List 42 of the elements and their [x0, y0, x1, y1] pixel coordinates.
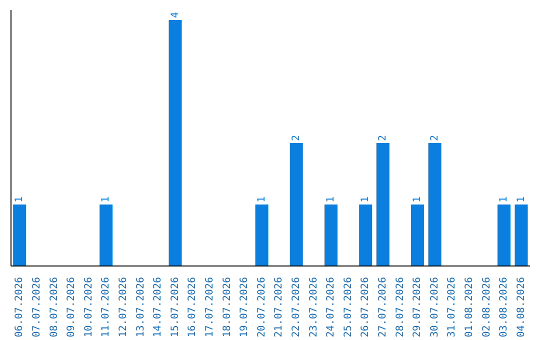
x-tick-label: 15.07.2026	[170, 277, 181, 338]
x-tick-label: 16.07.2026	[187, 277, 198, 338]
x-tick-label: 06.07.2026	[14, 277, 26, 338]
data-label: 1	[256, 196, 268, 202]
x-tick-label: 17.07.2026	[204, 277, 216, 338]
x-tick-label: 23.07.2026	[308, 277, 320, 338]
data-label: 1	[100, 196, 112, 202]
x-tick-label: 21.07.2026	[274, 277, 285, 338]
x-tick-label: 01.08.2026	[464, 277, 475, 338]
data-label: 1	[360, 196, 372, 202]
x-tick-label: 26.07.2026	[360, 277, 372, 338]
x-tick-label: 04.08.2026	[516, 277, 527, 338]
x-tick-label: 25.07.2026	[342, 277, 354, 338]
x-tick-label: 31.07.2026	[446, 277, 458, 338]
x-tick-label: 29.07.2026	[412, 277, 424, 338]
x-tick-label: 02.08.2026	[481, 277, 492, 338]
x-tick-label: 20.07.2026	[256, 277, 268, 338]
data-label: 2	[290, 134, 302, 141]
x-tick-label: 11.07.2026	[100, 277, 112, 338]
x-tick-label: 09.07.2026	[66, 277, 78, 338]
data-label: 1	[325, 196, 336, 202]
x-tick-label: 28.07.2026	[394, 277, 406, 338]
data-label: 1	[498, 196, 510, 202]
x-tick-label: 07.07.2026	[31, 277, 42, 338]
data-label: 1	[412, 196, 423, 202]
data-label: 2	[429, 134, 440, 141]
x-tick-label: 22.07.2026	[290, 277, 302, 338]
data-label: 1	[14, 196, 26, 202]
data-label: 4	[170, 12, 181, 18]
x-tick-label: 13.07.2026	[135, 277, 146, 338]
x-tick-label: 10.07.2026	[83, 277, 94, 338]
x-tick-label: 30.07.2026	[429, 277, 440, 338]
x-tick-label: 03.08.2026	[498, 277, 510, 338]
x-tick-label: 12.07.2026	[118, 277, 129, 338]
data-label: 2	[377, 134, 388, 141]
x-tick-label: 18.07.2026	[222, 277, 233, 338]
x-tick-label: 27.07.2026	[377, 277, 388, 338]
x-tick-label: 19.07.2026	[239, 277, 250, 338]
x-tick-label: 24.07.2026	[326, 277, 337, 338]
data-label: 1	[516, 196, 527, 202]
x-tick-label: 14.07.2026	[152, 277, 164, 338]
x-tick-label: 08.07.2026	[48, 277, 60, 338]
